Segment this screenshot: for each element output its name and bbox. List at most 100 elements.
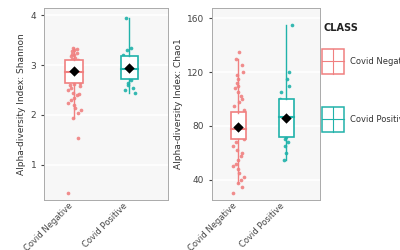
Point	[241, 117, 247, 121]
Point	[69, 63, 76, 67]
Point	[120, 53, 126, 57]
Text: Covid Negative: Covid Negative	[350, 57, 400, 66]
Point	[232, 140, 239, 144]
Point	[234, 148, 240, 152]
Point	[288, 124, 295, 128]
Point	[277, 97, 283, 101]
Point	[66, 72, 72, 76]
Point	[126, 66, 133, 70]
Point	[284, 77, 290, 81]
Y-axis label: Alpha-diversity Index: Shannon: Alpha-diversity Index: Shannon	[18, 33, 26, 174]
Point	[67, 83, 74, 87]
Point	[231, 104, 237, 108]
Point	[69, 60, 76, 64]
Point	[240, 70, 246, 74]
Point	[77, 80, 84, 84]
Point	[286, 84, 292, 87]
Point	[128, 46, 134, 50]
Point	[238, 97, 245, 101]
Point	[278, 90, 284, 94]
Point	[72, 70, 78, 74]
Point	[70, 90, 76, 94]
Point	[74, 110, 81, 114]
Point	[237, 94, 244, 98]
Point	[71, 62, 77, 66]
Point	[75, 58, 81, 62]
Point	[70, 116, 77, 119]
Point	[235, 84, 242, 87]
Point	[73, 50, 80, 54]
Point	[68, 54, 74, 58]
Point	[236, 121, 243, 125]
Point	[74, 68, 80, 72]
Point	[279, 121, 286, 125]
Point	[282, 113, 289, 117]
Point	[235, 158, 242, 162]
Point	[70, 48, 77, 52]
Point	[122, 16, 129, 20]
Point	[69, 52, 76, 56]
Point	[232, 135, 238, 139]
Point	[72, 74, 78, 78]
Point	[238, 154, 244, 158]
Point	[76, 92, 82, 96]
Point	[234, 81, 240, 85]
Point	[126, 63, 133, 67]
Point	[124, 48, 130, 52]
Point	[230, 144, 236, 148]
Bar	[121, 56, 138, 79]
Point	[241, 175, 248, 179]
Point	[236, 100, 242, 104]
Point	[284, 104, 290, 108]
Point	[72, 56, 78, 60]
Point	[239, 151, 245, 155]
Point	[282, 100, 288, 104]
Point	[281, 144, 288, 148]
Point	[230, 164, 236, 168]
Point	[71, 64, 77, 68]
Point	[282, 138, 288, 141]
Point	[238, 64, 245, 68]
Bar	[231, 112, 246, 140]
Point	[74, 93, 80, 97]
Point	[67, 66, 73, 70]
Point	[65, 88, 71, 92]
Point	[283, 135, 289, 139]
Point	[286, 70, 292, 74]
Point	[65, 100, 71, 104]
Point	[236, 110, 242, 114]
Point	[119, 70, 126, 74]
Point	[232, 86, 238, 90]
Point	[71, 103, 78, 107]
Y-axis label: Alpha-diversity Index: Chao1: Alpha-diversity Index: Chao1	[174, 38, 183, 169]
Point	[236, 50, 242, 54]
Point	[125, 83, 132, 87]
Point	[70, 53, 77, 57]
Point	[68, 86, 74, 89]
Point	[78, 108, 84, 112]
Point	[234, 180, 241, 184]
Point	[65, 190, 72, 194]
Point	[71, 69, 78, 73]
Point	[128, 78, 134, 82]
Bar	[279, 99, 294, 137]
Point	[283, 151, 289, 155]
Point	[229, 124, 236, 128]
Point	[70, 46, 76, 50]
Point	[125, 73, 132, 77]
Point	[280, 158, 287, 162]
Point	[235, 77, 241, 81]
Point	[286, 131, 292, 135]
Point	[75, 69, 81, 73]
Point	[235, 90, 241, 94]
Point	[70, 82, 77, 86]
Point	[285, 140, 292, 144]
Point	[78, 77, 84, 81]
Point	[282, 110, 289, 114]
Point	[129, 56, 135, 60]
Point	[67, 76, 74, 80]
Point	[69, 49, 76, 53]
Point	[72, 106, 78, 110]
Point	[71, 67, 77, 71]
Point	[238, 178, 244, 182]
